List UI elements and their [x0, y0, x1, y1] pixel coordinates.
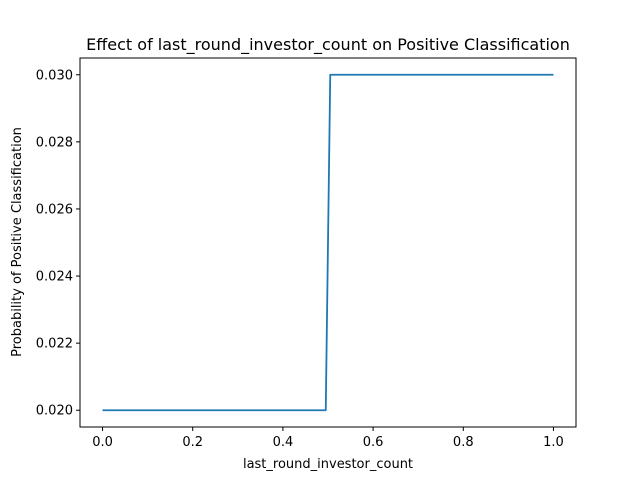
y-tick-label: 0.024: [36, 270, 73, 285]
y-tick-label: 0.020: [36, 404, 73, 419]
y-tick-label: 0.028: [36, 135, 73, 150]
x-tick-label: 0.4: [273, 435, 294, 450]
y-axis-label: Probability of Positive Classification: [10, 127, 25, 357]
x-tick-label: 0.2: [182, 435, 203, 450]
x-tick-label: 0.0: [92, 435, 113, 450]
y-tick-label: 0.030: [36, 68, 73, 83]
x-tick-label: 0.6: [363, 435, 384, 450]
x-axis-label: last_round_investor_count: [243, 457, 413, 472]
x-tick-label: 0.8: [453, 435, 474, 450]
chart-title: Effect of last_round_investor_count on P…: [86, 35, 570, 55]
plot-frame: [79, 57, 577, 428]
series-line-0: [102, 73, 554, 412]
y-tick-label: 0.026: [36, 202, 73, 217]
y-tick-label: 0.022: [36, 337, 73, 352]
x-tick-label: 1.0: [543, 435, 564, 450]
plot-area: 0.0 0.2 0.4 0.6 0.8 1.0 0.020 0.022 0.024 0.026 0.…: [36, 57, 577, 450]
